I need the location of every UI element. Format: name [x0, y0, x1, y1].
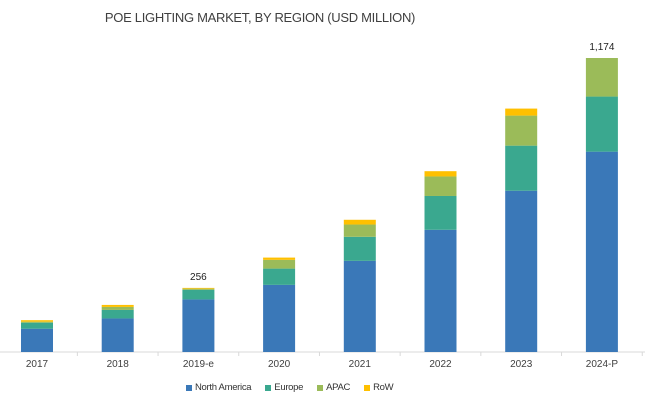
legend-item: North America [186, 382, 252, 393]
bar-segment-europe [343, 236, 376, 261]
legend-swatch [265, 384, 272, 391]
x-tick-label: 2022 [429, 359, 452, 370]
bar-segment-apac [263, 259, 296, 269]
bar-segment-north-america [505, 190, 538, 352]
legend-label: Europe [274, 382, 304, 393]
chart-title: POE LIGHTING MARKET, BY REGION (USD MILL… [104, 10, 416, 25]
x-tick-label: 2021 [349, 359, 372, 370]
bar-segment-apac [21, 321, 53, 323]
bar-segment-row [21, 320, 53, 322]
bar-segment-europe [505, 145, 538, 191]
bar-segment-row [101, 304, 134, 307]
legend-swatch [317, 384, 324, 391]
legend-item: Europe [265, 382, 303, 393]
bar-segment-north-america [424, 229, 457, 352]
bar-segment-europe [101, 309, 134, 319]
bar-segment-row [343, 219, 376, 225]
bar-segment-apac [585, 58, 618, 97]
bar-segment-north-america [585, 151, 618, 352]
bar-segment-north-america [343, 260, 376, 352]
bar-segment-europe [424, 195, 457, 230]
legend-swatch [364, 384, 371, 391]
bar-segment-europe [585, 96, 618, 152]
bar-segment-north-america [263, 284, 296, 352]
bar-segment-europe [263, 268, 296, 285]
bar-segment-row [424, 171, 457, 177]
bar-segment-north-america [21, 328, 53, 352]
bar-segment-apac [505, 115, 538, 146]
bar-segment-apac [182, 288, 215, 290]
legend-label: RoW [373, 382, 394, 393]
bar-segment-row [182, 287, 215, 289]
x-tick-label: 2018 [107, 359, 130, 370]
bar-segment-europe [182, 289, 215, 300]
legend-item: APAC [317, 382, 350, 393]
legend-label: APAC [326, 382, 351, 393]
x-tick-label: 2024-P [586, 359, 619, 370]
x-tick-label: 2019-e [183, 359, 215, 370]
bar-segment-north-america [182, 299, 215, 352]
legend-swatch [186, 384, 192, 391]
bar-segment-apac [101, 306, 134, 310]
bar-segment-row [505, 108, 538, 116]
x-tick-label: 2020 [268, 359, 291, 370]
data-label: 1,174 [589, 42, 614, 53]
legend-label: North America [195, 382, 252, 393]
bar-segment-apac [343, 224, 376, 237]
bar-segment-europe [21, 322, 53, 329]
bar-segment-north-america [101, 318, 134, 352]
bar-segment-apac [424, 176, 457, 196]
legend-item: RoW [364, 382, 394, 393]
x-tick-label: 2017 [26, 359, 49, 370]
bar-segment-row [263, 257, 296, 260]
x-tick-label: 2023 [510, 359, 533, 370]
data-label: 256 [190, 272, 207, 283]
legend: North America Europe APAC RoW [186, 382, 394, 393]
